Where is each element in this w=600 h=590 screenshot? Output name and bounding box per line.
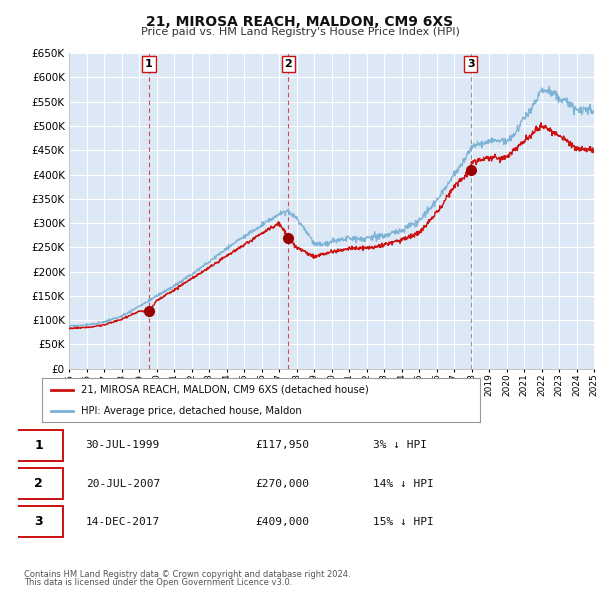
- Text: 14-DEC-2017: 14-DEC-2017: [86, 517, 160, 527]
- Text: Contains HM Land Registry data © Crown copyright and database right 2024.: Contains HM Land Registry data © Crown c…: [24, 570, 350, 579]
- Text: Price paid vs. HM Land Registry's House Price Index (HPI): Price paid vs. HM Land Registry's House …: [140, 27, 460, 37]
- Text: 21, MIROSA REACH, MALDON, CM9 6XS (detached house): 21, MIROSA REACH, MALDON, CM9 6XS (detac…: [82, 385, 369, 395]
- Text: 1: 1: [145, 59, 153, 69]
- FancyBboxPatch shape: [15, 430, 63, 461]
- FancyBboxPatch shape: [15, 468, 63, 499]
- Text: 2: 2: [34, 477, 43, 490]
- Text: £409,000: £409,000: [255, 517, 309, 527]
- Text: 20-JUL-2007: 20-JUL-2007: [86, 478, 160, 489]
- Text: 3: 3: [35, 515, 43, 529]
- Text: 15% ↓ HPI: 15% ↓ HPI: [373, 517, 434, 527]
- Text: 3% ↓ HPI: 3% ↓ HPI: [373, 440, 427, 450]
- Text: 21, MIROSA REACH, MALDON, CM9 6XS: 21, MIROSA REACH, MALDON, CM9 6XS: [146, 15, 454, 29]
- Text: 2: 2: [284, 59, 292, 69]
- Text: £117,950: £117,950: [255, 440, 309, 450]
- FancyBboxPatch shape: [15, 506, 63, 537]
- Text: 30-JUL-1999: 30-JUL-1999: [86, 440, 160, 450]
- Text: HPI: Average price, detached house, Maldon: HPI: Average price, detached house, Mald…: [82, 406, 302, 416]
- Text: 14% ↓ HPI: 14% ↓ HPI: [373, 478, 434, 489]
- Text: This data is licensed under the Open Government Licence v3.0.: This data is licensed under the Open Gov…: [24, 578, 292, 587]
- Text: 1: 1: [34, 438, 43, 452]
- Text: £270,000: £270,000: [255, 478, 309, 489]
- Text: 3: 3: [467, 59, 475, 69]
